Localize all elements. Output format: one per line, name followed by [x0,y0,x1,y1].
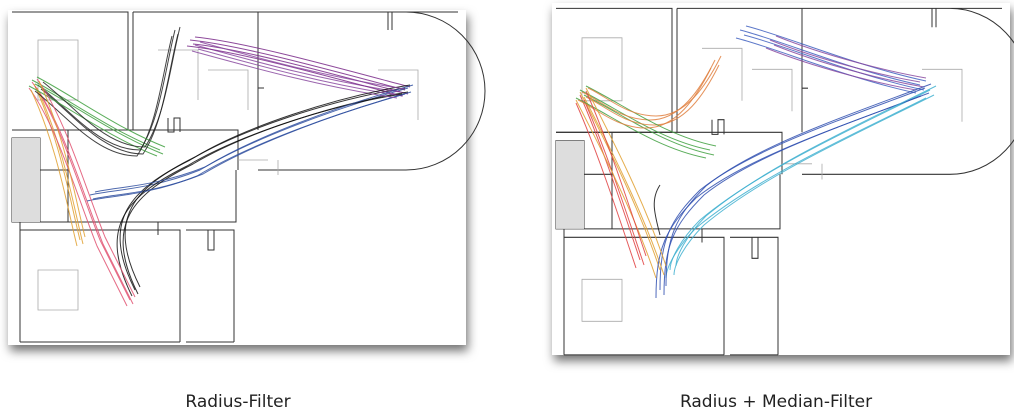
caption: Radius-Filter [185,392,290,412]
figure: Radius-Filter Radius + Median-Filter [0,0,1014,416]
page: Radius-Filter Radius + Median-Filter (()… [0,0,1014,416]
panel-right [552,3,1014,355]
panel-left [8,10,485,345]
caption: Radius + Median-Filter [680,392,872,412]
